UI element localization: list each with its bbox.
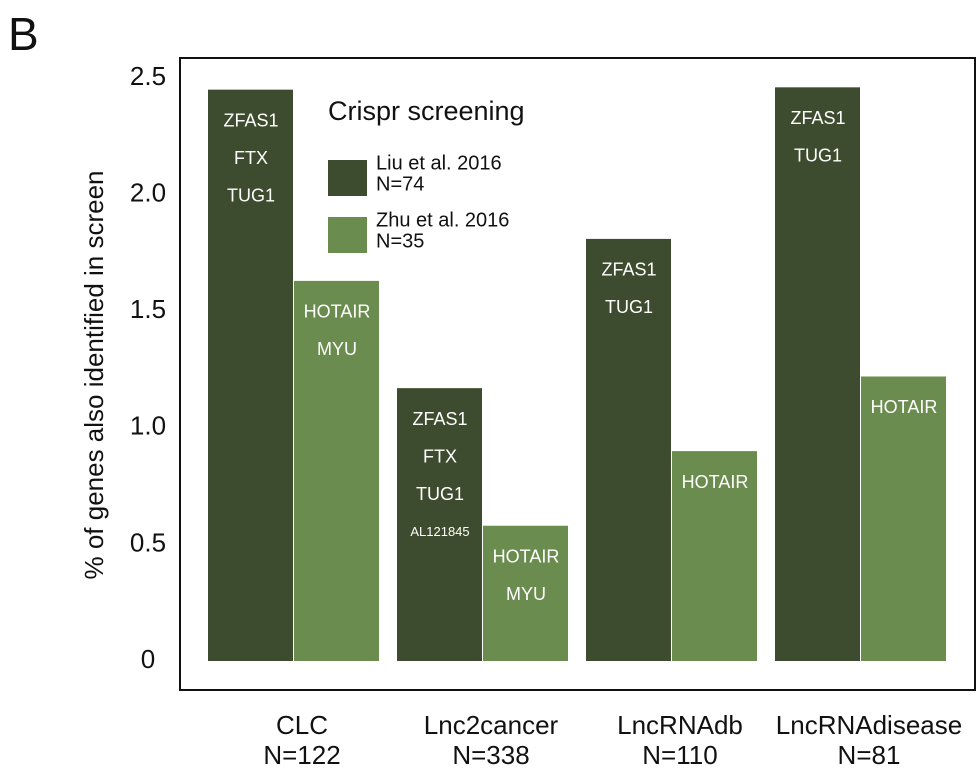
bar — [775, 87, 860, 661]
legend-swatch — [328, 160, 367, 196]
y-tick-label: 0.5 — [130, 527, 166, 557]
panel-label: B — [8, 8, 39, 60]
legend-label: Liu et al. 2016 — [376, 152, 502, 174]
x-tick-sublabel: N=110 — [642, 740, 717, 770]
bar-label: HOTAIR — [682, 472, 749, 492]
bar-label: MYU — [317, 339, 357, 359]
x-tick-sublabel: N=122 — [263, 740, 340, 770]
y-tick-label: 1.0 — [130, 411, 166, 441]
bar-label: ZFAS1 — [601, 260, 656, 280]
x-tick-label: Lnc2cancer — [424, 710, 559, 740]
bar-label: FTX — [423, 446, 457, 466]
bar-label: TUG1 — [794, 146, 842, 166]
x-tick-label: LncRNAdb — [617, 710, 743, 740]
x-tick-label: LncRNAdisease — [776, 710, 962, 740]
y-tick-label: 1.5 — [130, 294, 166, 324]
bar-label: MYU — [506, 584, 546, 604]
bar — [672, 451, 757, 661]
y-axis-label: % of genes also identified in screen — [79, 170, 109, 579]
bar-label: TUG1 — [605, 297, 653, 317]
bar-label: FTX — [234, 148, 268, 168]
bar — [861, 376, 946, 661]
bar-label: TUG1 — [416, 484, 464, 504]
legend-sample-size: N=35 — [376, 230, 424, 252]
bar-label: AL121845 — [410, 524, 469, 539]
legend-sample-size: N=74 — [376, 173, 424, 195]
x-tick-sublabel: N=338 — [452, 740, 529, 770]
y-tick-label: 0 — [141, 644, 155, 674]
bar — [208, 89, 293, 661]
x-tick-sublabel: N=81 — [838, 740, 901, 770]
y-tick-label: 2.0 — [130, 177, 166, 207]
bar-label: ZFAS1 — [412, 409, 467, 429]
legend-label: Zhu et al. 2016 — [376, 209, 509, 231]
x-tick-label: CLC — [276, 710, 328, 740]
bar — [397, 388, 482, 661]
legend-swatch — [328, 217, 367, 253]
bar — [294, 280, 379, 661]
legend-title: Crispr screening — [328, 96, 525, 126]
bar — [483, 525, 568, 661]
plot-frame — [179, 57, 976, 691]
bar — [586, 238, 671, 661]
bar-label: HOTAIR — [493, 546, 560, 566]
y-tick-label: 2.5 — [130, 61, 166, 91]
bar-label: HOTAIR — [871, 397, 938, 417]
bar-label: ZFAS1 — [223, 110, 278, 130]
bar-label: ZFAS1 — [790, 108, 845, 128]
bar-label: HOTAIR — [304, 302, 371, 322]
bar-label: TUG1 — [227, 185, 275, 205]
